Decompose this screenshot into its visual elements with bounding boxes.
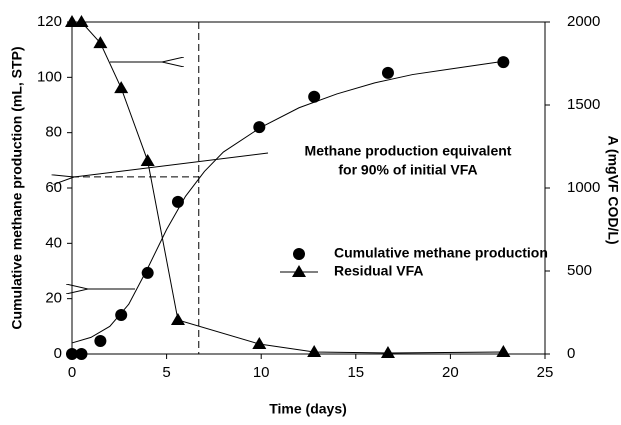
point xyxy=(66,348,78,360)
y-tick-label: 100 xyxy=(37,68,62,85)
point xyxy=(171,195,184,208)
annotation: for 90% of initial VFA xyxy=(338,162,477,178)
y2-tick-label: 2000 xyxy=(567,13,600,30)
point xyxy=(308,90,321,103)
fit-curve xyxy=(71,61,498,344)
legend-label: Cumulative methane production xyxy=(334,245,548,261)
point xyxy=(170,312,185,325)
y2-tick-label: 1500 xyxy=(567,96,600,113)
y-axis-label: Cumulative methane production (mL, STP) xyxy=(9,46,25,329)
point xyxy=(140,153,155,166)
plot-frame xyxy=(71,21,546,355)
point xyxy=(93,36,108,49)
legend-marker xyxy=(292,265,306,277)
y-tick-label: 20 xyxy=(45,290,62,307)
y-tick-label: 40 xyxy=(45,234,62,251)
legend-label: Residual VFA xyxy=(334,263,423,279)
x-tick-label: 0 xyxy=(68,364,76,381)
y-tick-label: 60 xyxy=(45,179,62,196)
y-tick-label: 0 xyxy=(54,345,62,362)
y2-tick-label: 1000 xyxy=(567,179,600,196)
y-tick-label: 120 xyxy=(37,13,62,30)
y2-axis-label: A (mgVF COD/L) xyxy=(605,135,621,244)
y2-tick-label: 0 xyxy=(567,345,575,362)
legend-marker xyxy=(293,248,305,260)
point xyxy=(381,66,394,79)
x-tick-label: 20 xyxy=(442,364,459,381)
point xyxy=(252,337,267,350)
x-tick-label: 5 xyxy=(162,364,170,381)
y2-tick-label: 500 xyxy=(567,262,592,279)
point xyxy=(307,345,322,358)
point xyxy=(497,56,510,69)
annotation: Methane production equivalent xyxy=(305,143,512,159)
x-tick-label: 15 xyxy=(347,364,364,381)
point xyxy=(115,308,128,321)
point xyxy=(141,266,154,279)
y-tick-label: 80 xyxy=(45,124,62,141)
point xyxy=(496,345,511,358)
series-line xyxy=(72,21,504,354)
point xyxy=(94,334,107,347)
point xyxy=(253,121,266,134)
x-tick-label: 25 xyxy=(537,364,554,381)
point xyxy=(380,346,395,359)
x-axis-label: Time (days) xyxy=(269,401,347,417)
point xyxy=(114,81,129,94)
point xyxy=(74,15,89,27)
point xyxy=(75,348,88,360)
point xyxy=(65,15,79,27)
x-tick-label: 10 xyxy=(253,364,270,381)
annotation-arrow xyxy=(74,152,269,177)
